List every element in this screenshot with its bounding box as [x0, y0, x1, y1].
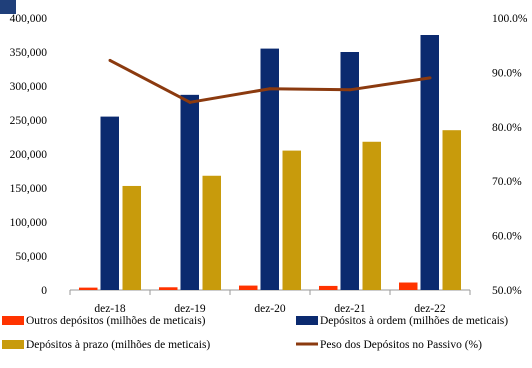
category-label: dez-19: [174, 303, 206, 315]
bar: [239, 285, 258, 290]
left-tick-label: 250,000: [10, 115, 48, 127]
bar: [79, 287, 98, 290]
legend-swatch: [2, 316, 24, 325]
bar: [100, 116, 119, 290]
bar: [319, 285, 338, 290]
legend-label: Depósitos à prazo (milhões de meticais): [26, 339, 210, 351]
left-tick-label: 400,000: [10, 13, 48, 25]
right-tick-label: 90.0%: [492, 67, 522, 79]
category-label: dez-18: [94, 303, 126, 315]
right-tick-label: 60.0%: [492, 231, 522, 243]
bar: [442, 130, 461, 290]
legend-label: Depósitos à ordem (milhões de meticais): [320, 315, 508, 327]
bar: [340, 52, 359, 290]
category-label: dez-20: [254, 303, 286, 315]
category-label: dez-22: [414, 303, 446, 315]
left-tick-label: 150,000: [10, 183, 48, 195]
line-point: [188, 100, 192, 104]
left-tick-label: 0: [41, 285, 47, 297]
bar: [282, 150, 301, 290]
legend-swatch: [2, 340, 24, 349]
header-mark: [0, 0, 16, 14]
bar: [122, 185, 141, 290]
right-tick-label: 80.0%: [492, 122, 522, 134]
legend-label: Peso dos Depósitos no Passivo (%): [320, 339, 482, 351]
right-tick-label: 70.0%: [492, 176, 522, 188]
left-tick-label: 300,000: [10, 81, 48, 93]
bar: [202, 175, 221, 290]
left-tick-label: 50,000: [15, 251, 47, 263]
bar: [159, 287, 178, 290]
bar: [362, 141, 381, 290]
legend-swatch: [296, 316, 318, 325]
left-tick-label: 200,000: [10, 149, 48, 161]
legend-label: Outros depósitos (milhões de meticais): [26, 315, 206, 327]
right-tick-label: 50.0%: [492, 285, 522, 297]
line-point: [108, 58, 112, 62]
line-point: [348, 88, 352, 92]
bar: [180, 94, 199, 290]
bar: [260, 48, 279, 290]
category-label: dez-21: [334, 303, 366, 315]
left-tick-label: 100,000: [10, 217, 48, 229]
left-tick-label: 350,000: [10, 47, 48, 59]
line-point: [428, 76, 432, 80]
bar: [420, 35, 439, 290]
line-point: [268, 87, 272, 91]
right-tick-label: 100.0%: [492, 13, 528, 25]
bar: [399, 282, 418, 290]
